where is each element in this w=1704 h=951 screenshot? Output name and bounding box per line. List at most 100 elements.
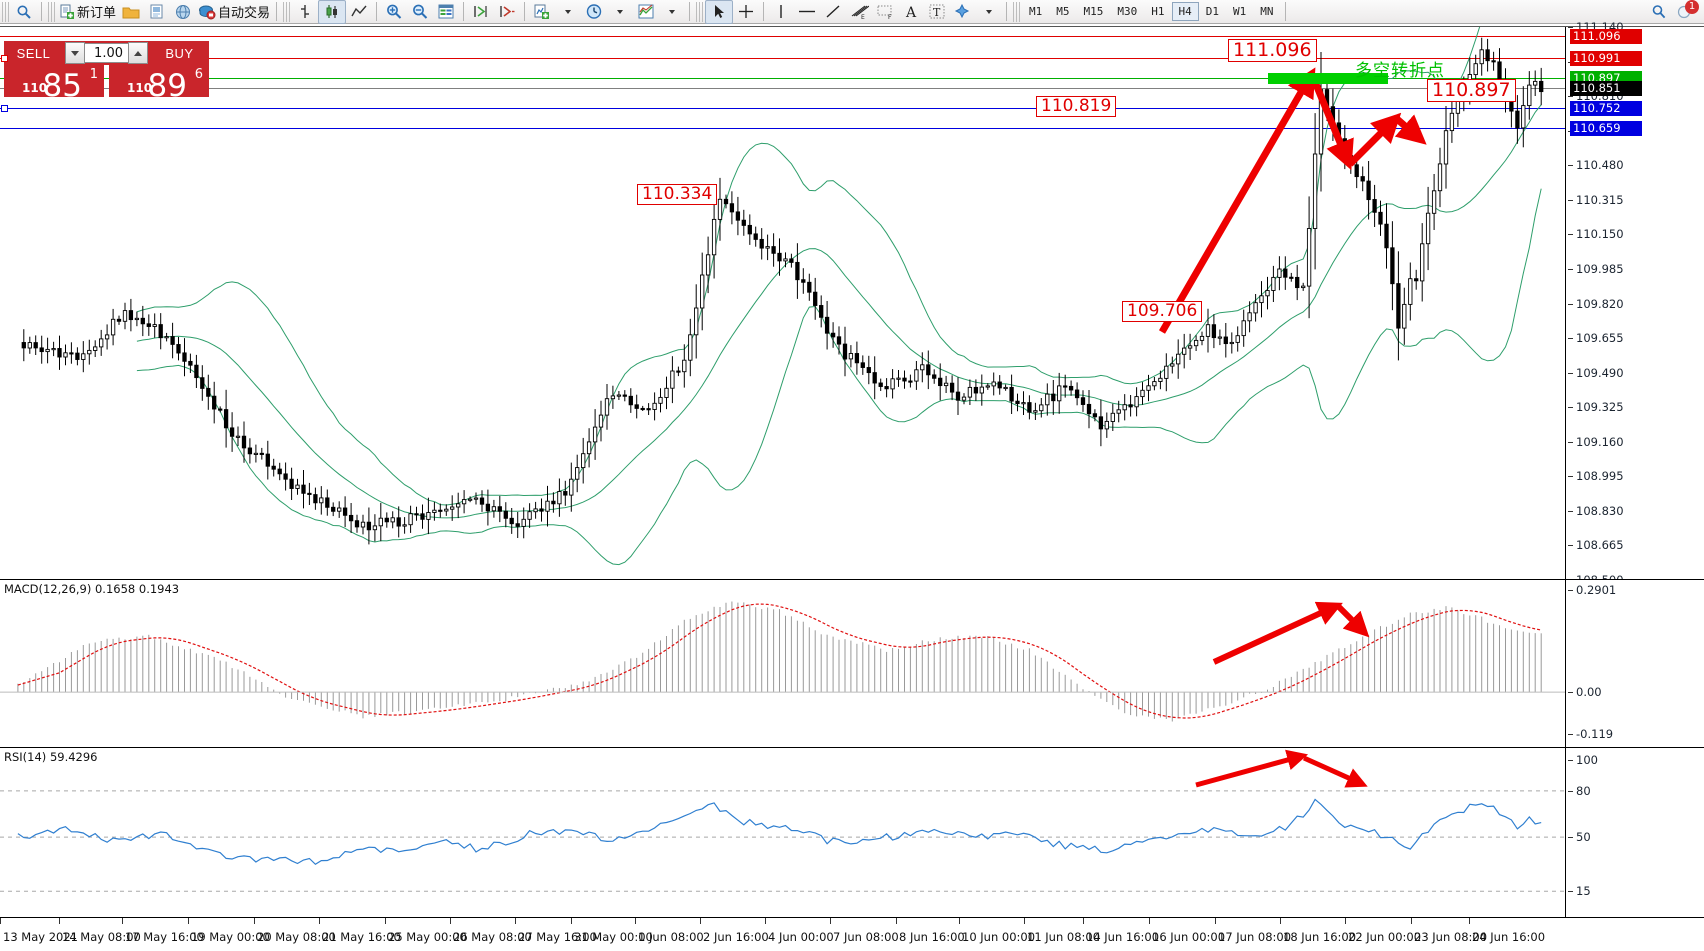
price-callout[interactable]: 110.897 xyxy=(1427,79,1516,102)
time-label: 17 Jun 08:00 xyxy=(1218,930,1292,944)
period-clock-icon[interactable] xyxy=(581,1,607,23)
price-callout[interactable]: 111.096 xyxy=(1228,39,1317,62)
chinese-annotation[interactable]: 多空转折点 xyxy=(1355,61,1445,81)
price-tag: 111.096 xyxy=(1570,29,1642,45)
trendline-icon[interactable] xyxy=(820,1,846,23)
price-scale[interactable]: 111.140110.975110.810110.645110.480110.3… xyxy=(1565,20,1704,587)
search-small-icon[interactable] xyxy=(1646,1,1672,23)
shapes-icon[interactable] xyxy=(950,1,976,23)
text-icon[interactable]: A xyxy=(898,1,924,23)
time-tick xyxy=(765,918,766,924)
rsi-tick: 100 xyxy=(1568,753,1598,767)
rsi-tick: 80 xyxy=(1568,784,1591,798)
level-handle[interactable] xyxy=(1,55,8,63)
templates-icon[interactable] xyxy=(633,1,659,23)
price-tick: 110.315 xyxy=(1568,193,1624,207)
sell-button[interactable]: SELL xyxy=(4,41,63,65)
price-level-line[interactable] xyxy=(0,127,1565,129)
channel-icon[interactable]: F xyxy=(872,1,898,23)
line-chart-icon[interactable] xyxy=(346,1,372,23)
period-dropdown-caret[interactable] xyxy=(607,1,633,23)
timeframe-m30[interactable]: M30 xyxy=(1117,5,1138,18)
time-tick xyxy=(385,918,386,924)
price-plot[interactable]: 111.096 110.897 110.819 110.334 109.706 多空转折点 xyxy=(0,27,1565,579)
macd-plot[interactable] xyxy=(0,580,1565,747)
timeframe-h4[interactable]: H4 xyxy=(1171,2,1199,21)
toolbar-grip[interactable] xyxy=(2,1,9,22)
search-icon[interactable] xyxy=(11,1,37,23)
macd-pane: MACD(12,26,9) 0.1658 0.1943 0.2901 0.00 -0… xyxy=(0,579,1704,747)
volume-input[interactable]: 1.00 xyxy=(85,43,128,63)
toolbar-grip-2[interactable] xyxy=(48,1,55,22)
volume-up-icon[interactable] xyxy=(128,42,148,64)
cursor-icon[interactable] xyxy=(705,0,734,24)
rsi-pane: RSI(14) 59.4296 100 80 50 15 xyxy=(0,747,1704,917)
timeframe-mn[interactable]: MN xyxy=(1260,5,1274,18)
toolbar-grip-4[interactable] xyxy=(696,1,704,22)
time-tick xyxy=(515,918,516,924)
globe-icon[interactable] xyxy=(170,1,196,23)
autotrade-label: 自动交易 xyxy=(218,6,271,21)
price-callout[interactable]: 110.819 xyxy=(1036,96,1117,117)
buy-price[interactable]: 110 89 6 xyxy=(109,65,209,102)
buy-button[interactable]: BUY xyxy=(150,41,209,65)
document-icon[interactable] xyxy=(144,1,170,23)
price-level-line[interactable] xyxy=(0,77,1565,79)
level-handle[interactable] xyxy=(1,105,8,113)
rsi-tick: 50 xyxy=(1568,830,1591,844)
toolbar-grip-5[interactable] xyxy=(1013,1,1021,22)
time-label: 2 Jun 16:00 xyxy=(703,930,769,944)
candlestick-chart-icon[interactable] xyxy=(318,0,347,24)
timeframe-h1[interactable]: H1 xyxy=(1151,5,1165,18)
timeframe-m5[interactable]: M5 xyxy=(1056,5,1070,18)
price-callout[interactable]: 110.334 xyxy=(637,184,718,205)
vertical-line-icon[interactable] xyxy=(768,1,794,23)
fibonacci-icon[interactable]: E xyxy=(846,1,872,23)
timeframe-m15[interactable]: M15 xyxy=(1083,5,1104,18)
time-label: 20 May 08:00 xyxy=(257,930,336,944)
time-label: 14 May 08:00 xyxy=(62,930,141,944)
shapes-dropdown-caret[interactable] xyxy=(976,1,1002,23)
templates-dropdown-caret[interactable] xyxy=(659,1,685,23)
data-window-icon[interactable] xyxy=(433,1,459,23)
autotrade-button[interactable]: 自动交易 xyxy=(196,1,272,23)
label-icon[interactable]: T xyxy=(924,1,950,23)
zoom-out-icon[interactable] xyxy=(407,1,433,23)
one-click-trading-panel[interactable]: SELL 1.00 BUY 110 85 1 110 89 6 xyxy=(4,41,209,102)
volume-down-icon[interactable] xyxy=(65,42,85,64)
volume-stepper[interactable]: 1.00 xyxy=(63,41,150,65)
price-callout[interactable]: 109.706 xyxy=(1122,301,1203,322)
sell-price[interactable]: 110 85 1 xyxy=(4,65,104,102)
time-tick xyxy=(830,918,831,924)
price-level-line[interactable] xyxy=(0,58,1565,60)
new-order-button[interactable]: 新订单 xyxy=(57,1,118,23)
toolbar-grip-3[interactable] xyxy=(283,1,291,22)
macd-scale[interactable]: 0.2901 0.00 -0.119 xyxy=(1565,580,1704,747)
indicators-dropdown-caret[interactable] xyxy=(555,1,581,23)
price-pane: 111.096 110.897 110.819 110.334 109.706 多空转折点… xyxy=(0,20,1704,587)
rsi-scale[interactable]: 100 80 50 15 xyxy=(1565,748,1704,917)
buy-price-big: 89 xyxy=(147,68,187,104)
timeframe-m1[interactable]: M1 xyxy=(1029,5,1043,18)
folder-icon[interactable] xyxy=(118,1,144,23)
price-tick: 109.985 xyxy=(1568,262,1624,276)
price-tag: 110.991 xyxy=(1570,51,1642,67)
time-label: 26 May 08:00 xyxy=(453,930,532,944)
autoscroll-icon[interactable] xyxy=(494,1,520,23)
timeframe-d1[interactable]: D1 xyxy=(1205,5,1220,18)
notifications-icon[interactable]: 1 xyxy=(1672,0,1699,23)
horizontal-line-icon[interactable] xyxy=(794,1,820,23)
indicators-icon[interactable] xyxy=(529,1,555,23)
bar-chart-icon[interactable] xyxy=(292,1,318,23)
time-label: 21 May 16:00 xyxy=(322,930,401,944)
macd-tick: 0.2901 xyxy=(1568,583,1616,597)
timeframe-w1[interactable]: W1 xyxy=(1233,5,1247,18)
price-level-line[interactable] xyxy=(0,36,1565,38)
shift-end-icon[interactable] xyxy=(468,1,494,23)
price-level-line[interactable] xyxy=(0,108,1565,110)
crosshair-icon[interactable] xyxy=(733,1,759,23)
rsi-plot[interactable] xyxy=(0,748,1565,917)
time-tick xyxy=(1083,918,1084,924)
zoom-in-icon[interactable] xyxy=(381,1,407,23)
price-level-line[interactable] xyxy=(0,87,1565,89)
